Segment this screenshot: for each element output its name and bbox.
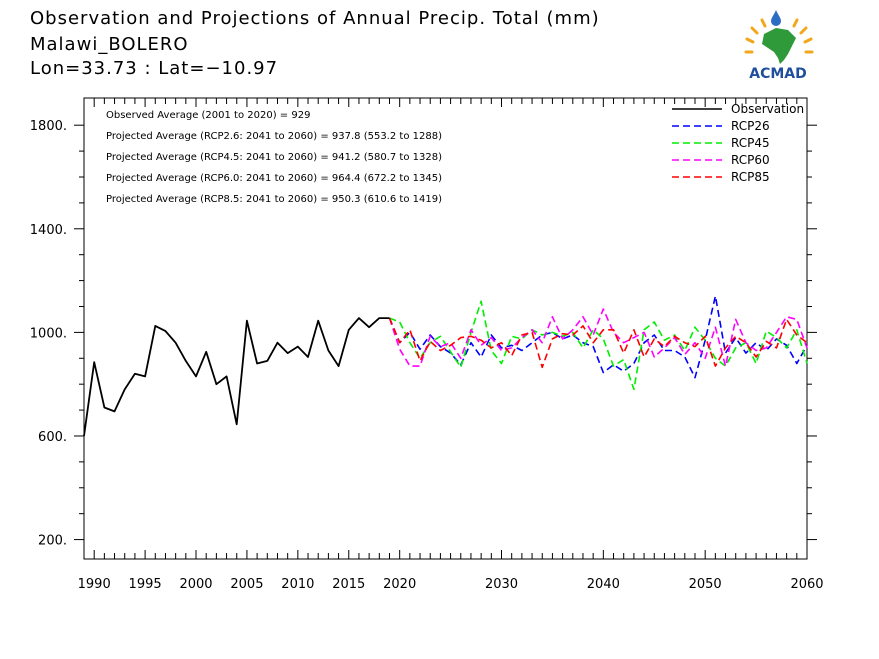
stat-line: Projected Average (RCP6.0: 2041 to 2060)… bbox=[106, 173, 442, 184]
x-tick-label: 2050 bbox=[689, 577, 722, 592]
x-tick-label: 2005 bbox=[230, 577, 263, 592]
stat-line: Projected Average (RCP8.5: 2041 to 2060)… bbox=[106, 194, 442, 205]
legend-label: RCP60 bbox=[731, 153, 770, 167]
y-tick-label: 600. bbox=[38, 430, 67, 445]
y-tick-label: 1000. bbox=[30, 326, 67, 341]
legend-label: RCP45 bbox=[731, 136, 770, 150]
coordinates-label: Lon=33.73 : Lat=−10.97 bbox=[30, 58, 279, 79]
legend-label: Observation bbox=[731, 102, 804, 116]
x-tick-label: 2015 bbox=[332, 577, 365, 592]
stat-line: Projected Average (RCP2.6: 2041 to 2060)… bbox=[106, 131, 442, 142]
x-tick-label: 2000 bbox=[179, 577, 212, 592]
acmad-logo: ACMAD bbox=[744, 10, 814, 82]
x-tick-label: 2010 bbox=[281, 577, 314, 592]
x-tick-label: 2060 bbox=[790, 577, 823, 592]
stat-line: Observed Average (2001 to 2020) = 929 bbox=[106, 110, 310, 121]
series-line-observation bbox=[83, 317, 390, 437]
x-tick-label: 1995 bbox=[129, 577, 162, 592]
legend-label: RCP85 bbox=[731, 170, 770, 184]
chart-title: Observation and Projections of Annual Pr… bbox=[30, 8, 600, 29]
x-tick-label: 2040 bbox=[587, 577, 620, 592]
series-line-rcp26 bbox=[388, 295, 808, 379]
logo-text: ACMAD bbox=[749, 66, 807, 82]
y-tick-label: 1800. bbox=[30, 119, 67, 134]
series-line-rcp85 bbox=[388, 317, 808, 369]
y-tick-label: 200. bbox=[38, 534, 67, 549]
logo-africa-shape bbox=[762, 28, 796, 64]
stat-line: Projected Average (RCP4.5: 2041 to 2060)… bbox=[106, 152, 442, 163]
x-tick-label: 2030 bbox=[485, 577, 518, 592]
series-line-rcp60 bbox=[388, 308, 808, 367]
plot-frame bbox=[83, 97, 808, 560]
logo-water-drop-icon bbox=[771, 10, 781, 26]
legend-label: RCP26 bbox=[731, 119, 770, 133]
x-tick-label: 1990 bbox=[78, 577, 111, 592]
y-tick-label: 1400. bbox=[30, 223, 67, 238]
series-line-rcp45 bbox=[389, 300, 808, 391]
x-tick-label: 2020 bbox=[383, 577, 416, 592]
station-name: Malawi_BOLERO bbox=[30, 34, 189, 55]
logo-sun-rays bbox=[744, 18, 814, 54]
